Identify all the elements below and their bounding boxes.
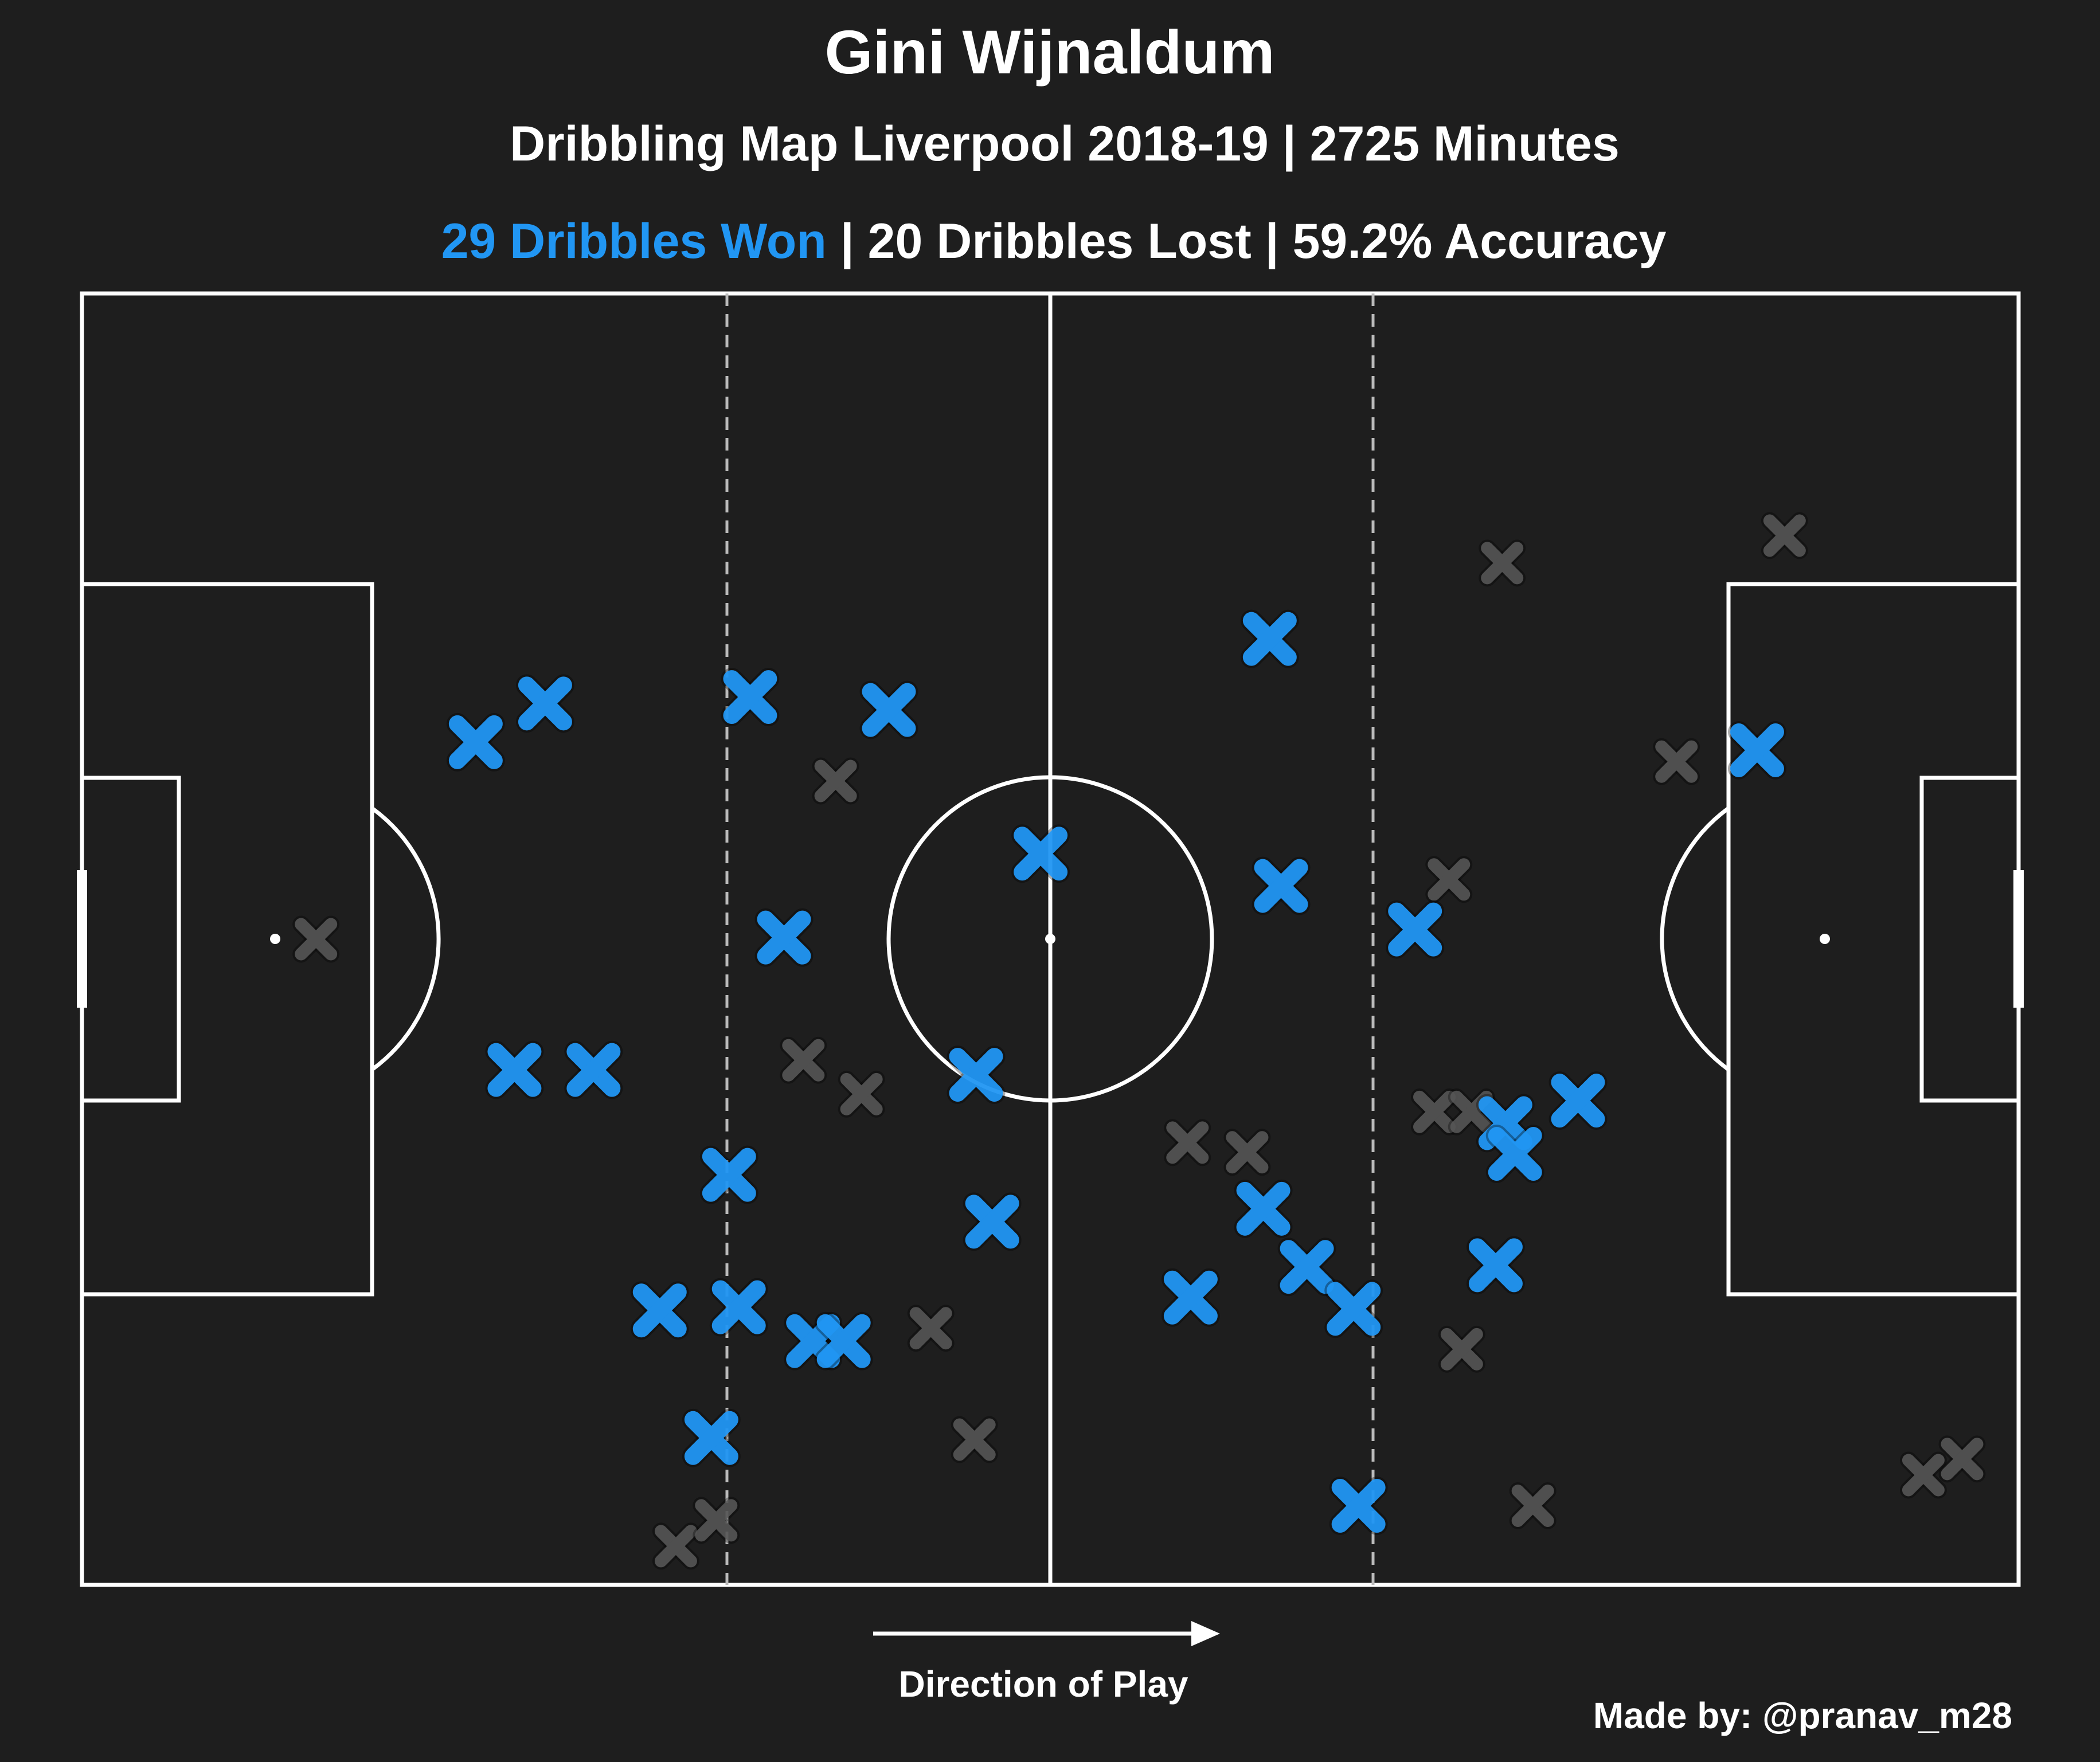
dribble-lost-marker (780, 1036, 827, 1084)
zone-lines (725, 293, 1375, 1585)
dribble-won-marker (1252, 856, 1311, 915)
dribble-won-marker (564, 1040, 623, 1099)
credit: Made by: @pranav_m28 (1593, 1695, 2012, 1736)
stat-separator-2: | (1252, 214, 1293, 269)
dribble-lost-marker (292, 915, 340, 963)
dribble-won-marker (485, 1040, 544, 1099)
dribble-won-marker (630, 1281, 689, 1340)
dribble-lost-marker (1223, 1129, 1271, 1176)
dribble-won-marker (682, 1408, 741, 1467)
left-penalty-spot (270, 934, 280, 944)
series-dribbles-lost (292, 512, 1986, 1570)
stat-dribbles-lost: 20 Dribbles Lost (868, 214, 1252, 269)
dribble-won-marker (859, 680, 918, 739)
dribble-won-marker (1277, 1238, 1336, 1297)
dribble-lost-marker (1653, 738, 1700, 785)
stat-dribbles-won: 29 Dribbles Won (441, 214, 827, 269)
dribble-won-marker (446, 712, 505, 772)
dribble-lost-marker (693, 1497, 740, 1544)
dribble-won-marker (699, 1145, 758, 1204)
dribble-lost-marker (1164, 1119, 1211, 1166)
dribble-won-marker (1329, 1477, 1388, 1536)
dribble-won-marker (1727, 721, 1786, 780)
stats-line: 29 Dribbles Won | 20 Dribbles Lost | 59.… (441, 214, 1667, 269)
stat-separator-1: | (827, 214, 868, 269)
right-penalty-spot (1820, 934, 1830, 944)
chart-subtitle: Dribbling Map Liverpool 2018-19 | 2725 M… (510, 116, 1620, 171)
dribble-won-marker (1324, 1279, 1383, 1338)
dribble-lost-marker (1410, 1088, 1458, 1135)
dribble-won-marker (1485, 1125, 1544, 1184)
dribble-won-marker (814, 1311, 873, 1371)
pitch (77, 291, 2024, 1587)
stat-accuracy: 59.2% Accuracy (1293, 214, 1667, 269)
dribble-won-marker (1161, 1268, 1220, 1327)
dribble-won-marker (1548, 1071, 1608, 1130)
dribble-lost-marker (907, 1305, 955, 1352)
dribble-won-marker (947, 1046, 1006, 1105)
dribble-lost-marker (951, 1416, 998, 1463)
dribble-lost-marker (812, 757, 859, 805)
right-penalty-arc (1660, 806, 1730, 1071)
dribble-won-marker (1234, 1179, 1293, 1238)
dribble-won-marker (709, 1278, 768, 1337)
dribble-won-marker (1466, 1236, 1525, 1295)
direction-label: Direction of Play (899, 1663, 1188, 1705)
dribble-won-marker (1011, 824, 1070, 883)
dribble-lost-marker (1438, 1325, 1485, 1373)
dribble-lost-marker (838, 1070, 885, 1118)
centre-spot (1045, 934, 1055, 944)
dribble-won-marker (515, 674, 574, 733)
dribble-lost-marker (652, 1522, 699, 1570)
dribble-lost-marker (1938, 1435, 1986, 1483)
series-dribbles-won (446, 609, 1786, 1536)
dribble-won-marker (1386, 900, 1445, 959)
dribble-lost-marker (1479, 539, 1526, 587)
left-penalty-arc (370, 806, 441, 1071)
dribble-lost-marker (1425, 856, 1473, 903)
dribble-lost-marker (1761, 512, 1808, 559)
dribble-lost-marker (1899, 1451, 1947, 1499)
centre-circle (886, 775, 1214, 1103)
dribble-won-marker (963, 1192, 1022, 1251)
dribble-won-marker (1240, 609, 1299, 668)
dribble-won-marker (721, 668, 780, 727)
direction-arrow-head-icon (1191, 1621, 1220, 1646)
dribble-lost-marker (1509, 1482, 1557, 1530)
direction-of-play: Direction of Play (873, 1621, 1220, 1705)
dribble-won-marker (754, 908, 814, 967)
chart-title: Gini Wijnaldum (824, 17, 1274, 87)
